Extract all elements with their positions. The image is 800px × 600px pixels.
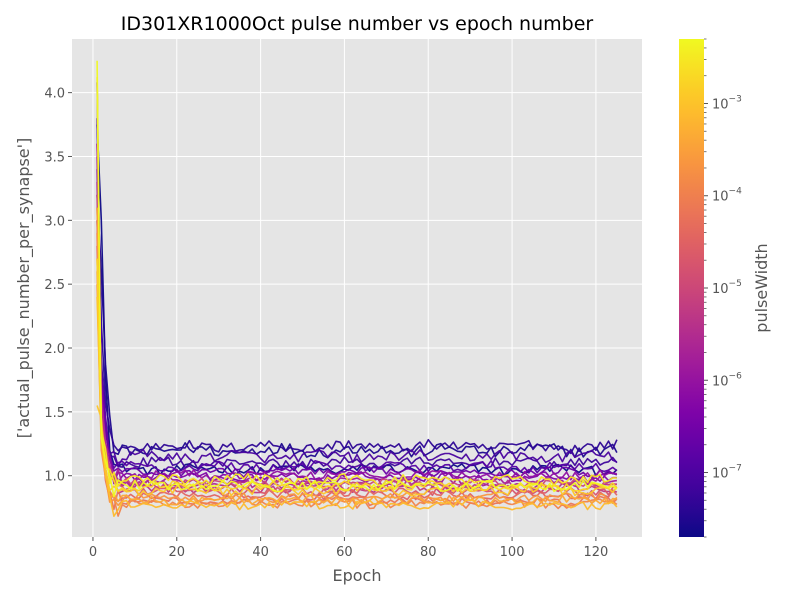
colorbar-tick-label: 10−4 [712,187,742,205]
x-tick-label: 100 [500,545,525,560]
data-series-line [96,296,618,518]
data-series-line [96,143,618,455]
chart-title: ID301XR1000Oct pulse number vs epoch num… [121,13,594,35]
colorbar-tick-base: 10 [712,97,729,112]
y-tick-label: 4.0 [44,87,65,102]
data-series-line [96,207,617,506]
x-tick-label: 60 [336,545,353,560]
colorbar-tick-exponent: −6 [729,371,743,381]
data-series-line [96,245,617,497]
x-axis-ticks: 0 20 40 60 80 100 120 [89,537,608,560]
x-tick-label: 0 [89,545,97,560]
data-series-line [96,207,617,484]
colorbar-tick-base: 10 [712,282,729,297]
colorbar [679,39,704,537]
data-series-line [96,60,618,498]
colorbar-tick-exponent: −5 [729,279,742,289]
colorbar-tick-base: 10 [712,190,729,205]
x-tick-label: 80 [420,545,437,560]
colorbar-tick-base: 10 [712,374,729,389]
x-tick-label: 120 [583,545,608,560]
colorbar-tick-base: 10 [712,467,729,482]
y-tick-label: 1.5 [44,406,65,421]
data-series-line [96,194,618,459]
y-tick-label: 2.5 [44,278,65,293]
y-tick-label: 3.5 [44,150,65,165]
y-tick-label: 2.0 [44,342,65,357]
colorbar-tick-exponent: −3 [729,94,742,104]
y-axis-ticks: 1.0 1.5 2.0 2.5 3.0 3.5 4.0 [44,87,72,485]
plot-area-background [72,39,642,537]
y-axis-label: ['actual_pulse_number_per_synapse'] [14,138,34,439]
grid-lines [72,39,642,537]
colorbar-tick-label: 10−7 [712,464,742,482]
colorbar-tick-label: 10−5 [712,279,742,297]
x-tick-label: 40 [252,545,269,560]
colorbar-tick-label: 10−6 [712,371,742,389]
y-tick-label: 1.0 [44,470,65,485]
x-axis-label: Epoch [333,566,382,585]
colorbar-tick-label: 10−3 [712,94,742,112]
x-tick-label: 20 [169,545,186,560]
data-series-line [96,258,618,493]
colorbar-tick-exponent: −7 [729,464,742,474]
colorbar-tick-exponent: −4 [729,187,743,197]
data-series-line [96,77,617,487]
colorbar-label: pulseWidth [752,243,771,332]
data-series-line [96,118,618,467]
data-series-line [96,258,618,503]
data-series-group [96,60,618,518]
colorbar-ticks: 10−710−610−510−410−3 [704,38,742,538]
data-series-line [96,284,618,507]
y-tick-label: 3.0 [44,214,65,229]
